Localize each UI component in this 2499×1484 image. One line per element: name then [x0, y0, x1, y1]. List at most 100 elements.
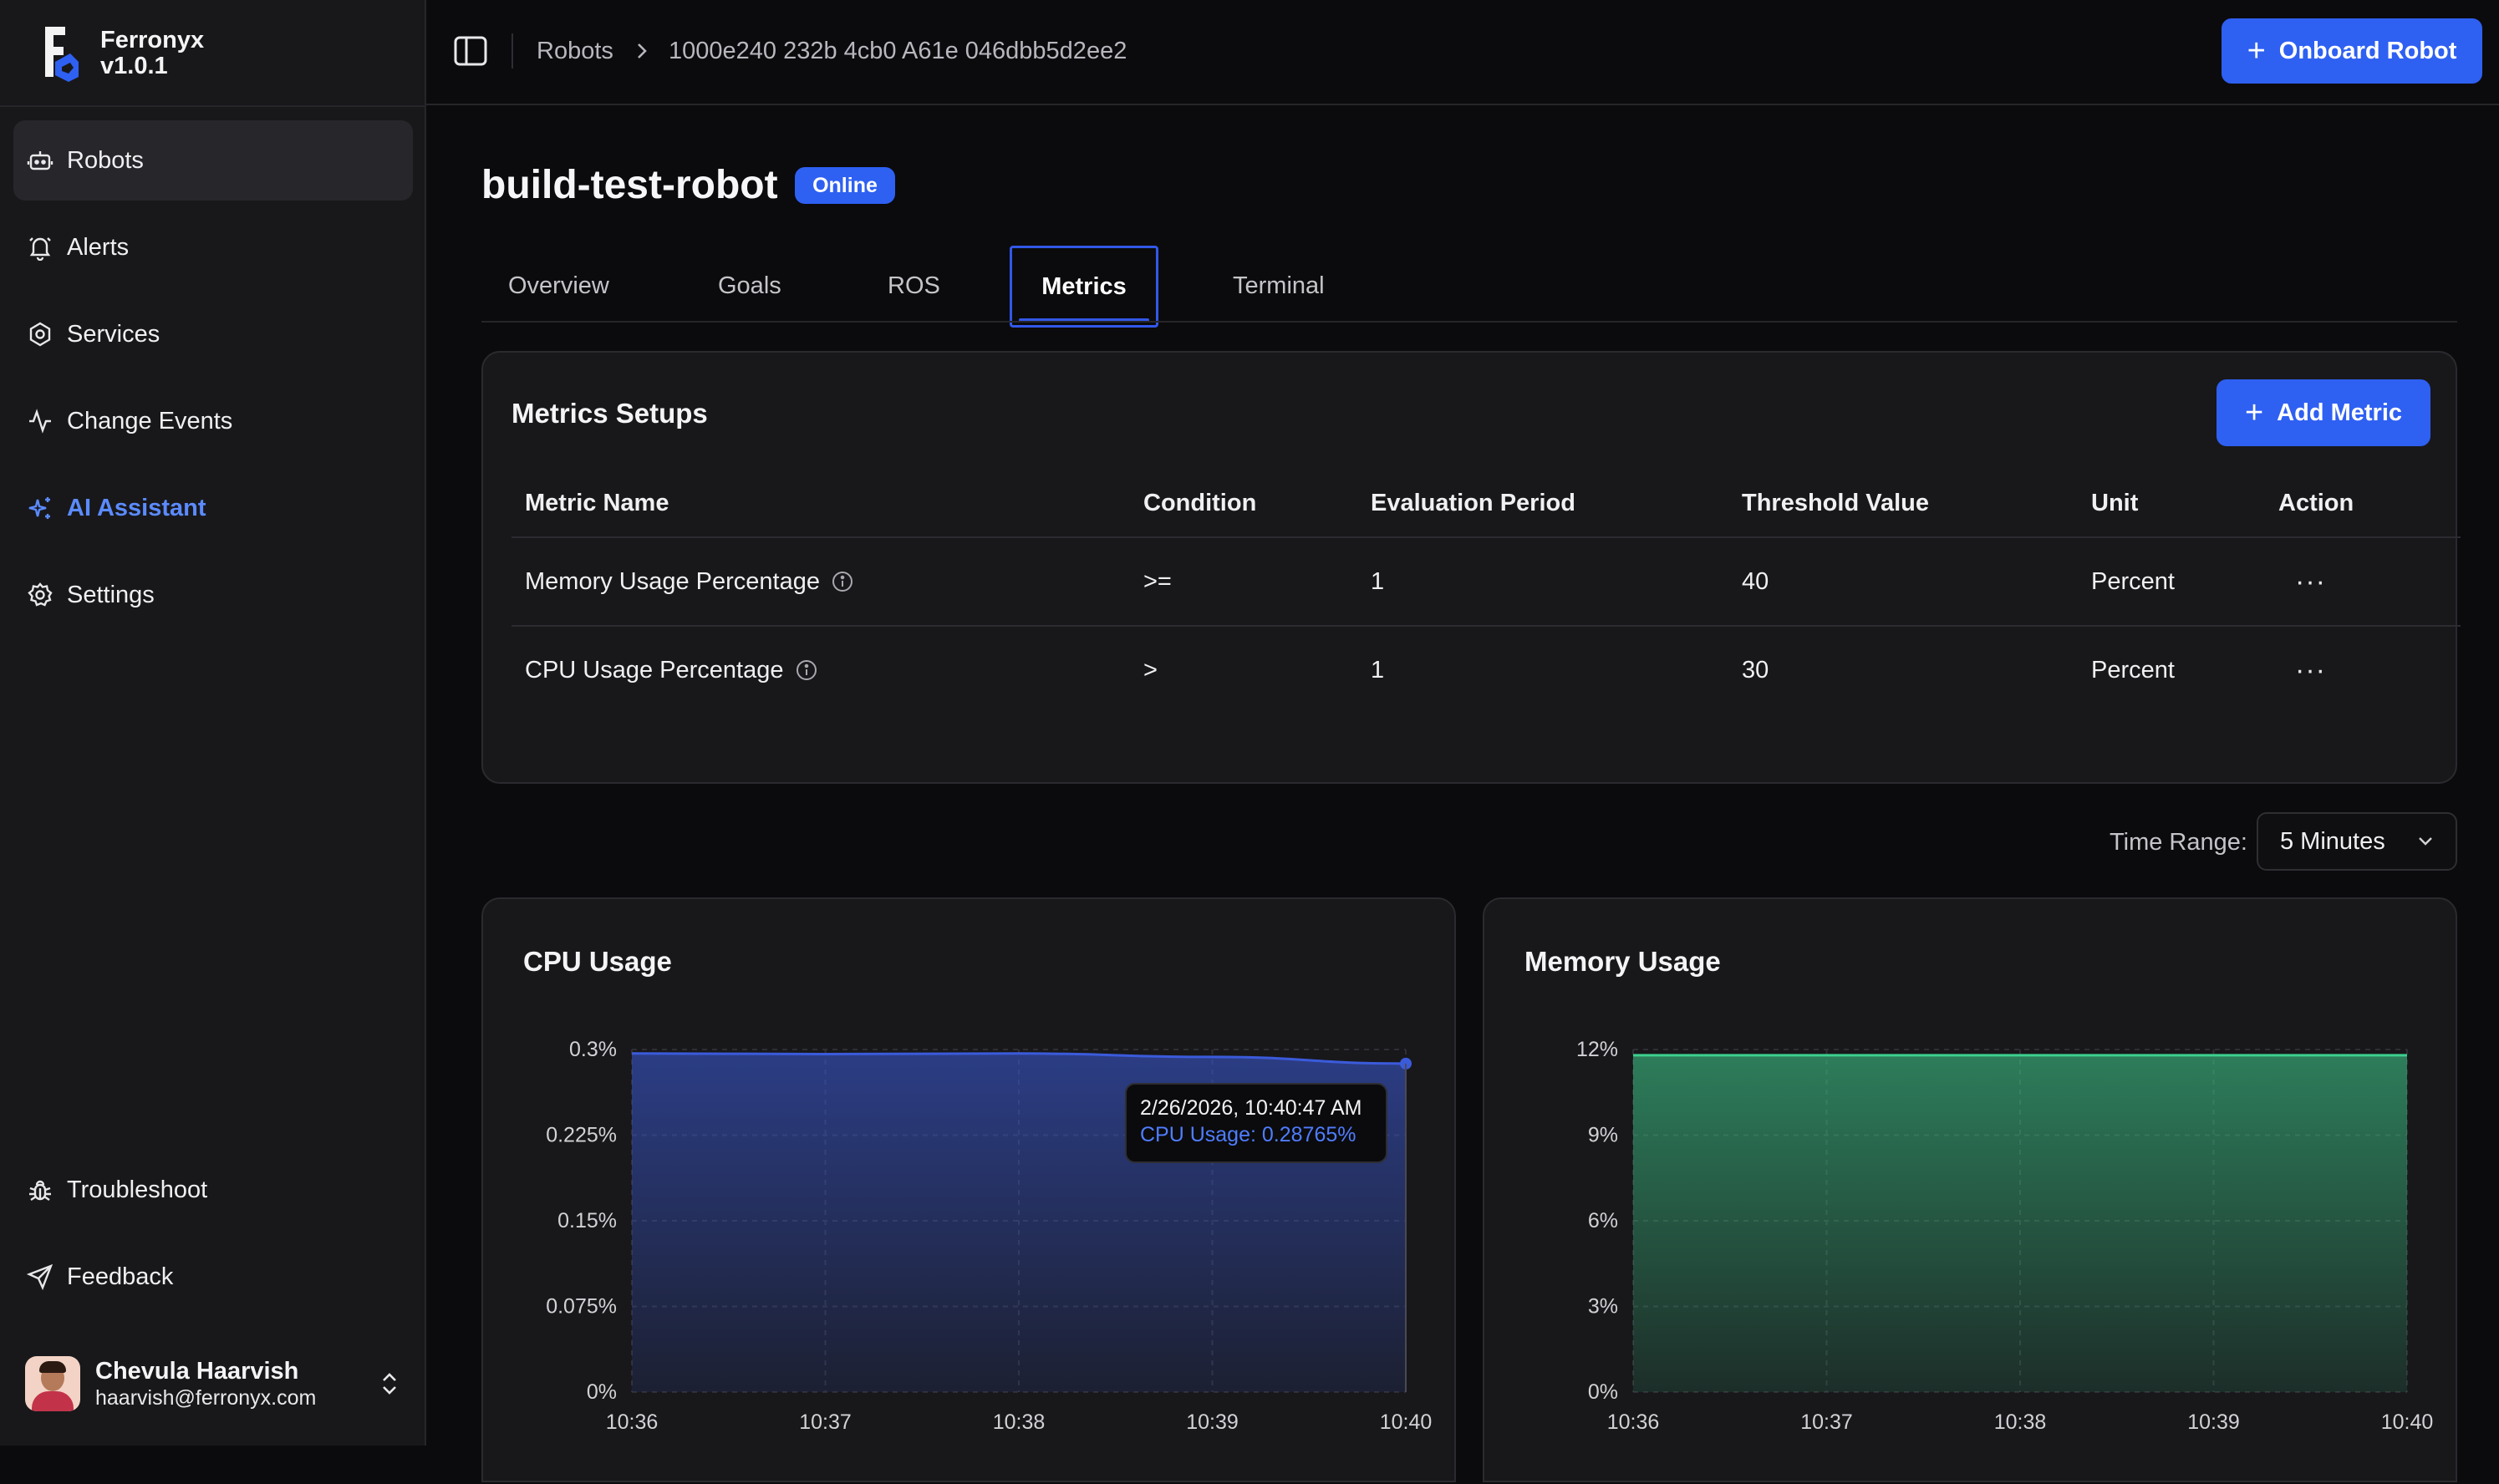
user-menu[interactable]: Chevula Haarvish haarvish@ferronyx.com: [25, 1355, 410, 1412]
send-icon: [27, 1263, 53, 1290]
brand[interactable]: Ferronyx v1.0.1: [37, 23, 204, 84]
sidebar-item-label: Change Events: [67, 407, 233, 435]
chart-tooltip: 2/26/2026, 10:40:47 AM CPU Usage: 0.2876…: [1125, 1083, 1387, 1163]
sidebar-toggle-icon[interactable]: [453, 33, 488, 69]
column-header: Metric Name: [512, 470, 1130, 538]
memory-chart-title: Memory Usage: [1524, 946, 1721, 977]
cpu-usage-card: CPU Usage 0.3% 0.225% 0.15% 0.075% 0% 10:36 10…: [481, 897, 1456, 1482]
sidebar-item-feedback[interactable]: Feedback: [13, 1237, 413, 1317]
table-row: Memory Usage Percentage >= 1 40 Percent …: [512, 537, 2461, 627]
sidebar-item-change-events[interactable]: Change Events: [13, 381, 413, 461]
more-options-icon[interactable]: ···: [2295, 653, 2326, 686]
sidebar-item-label: Alerts: [67, 233, 130, 261]
breadcrumb-robots[interactable]: Robots: [537, 38, 613, 64]
add-metric-button[interactable]: + Add Metric: [2217, 379, 2430, 446]
add-metric-label: Add Metric: [2277, 399, 2403, 426]
condition-cell: >=: [1130, 537, 1357, 627]
tab-metrics-label: Metrics: [1041, 273, 1127, 300]
metric-name: Memory Usage Percentage: [525, 567, 820, 595]
sidebar-item-robots[interactable]: Robots: [13, 120, 413, 201]
sidebar: Ferronyx v1.0.1 Robots Alerts Services C…: [0, 0, 426, 1446]
app-version: v1.0.1: [100, 53, 168, 79]
series-area: [1633, 1055, 2407, 1392]
period-cell: 1: [1357, 537, 1728, 627]
metrics-setup-card: Metrics Setups + Add Metric Metric Name …: [481, 351, 2461, 784]
sidebar-item-label: AI Assistant: [67, 494, 206, 521]
threshold-cell: 40: [1728, 537, 2078, 627]
chevron-down-icon: [2419, 837, 2432, 846]
sidebar-item-troubleshoot[interactable]: Troubleshoot: [13, 1150, 413, 1230]
sidebar-item-label: Robots: [67, 146, 144, 174]
table-header-row: Metric Name Condition Evaluation Period …: [512, 470, 2461, 538]
tooltip-time: 2/26/2026, 10:40:47 AM: [1140, 1096, 1362, 1120]
onboard-robot-button[interactable]: + Onboard Robot: [2222, 18, 2482, 84]
bug-icon: [27, 1177, 53, 1203]
tooltip-value: CPU Usage: 0.28765%: [1140, 1123, 1356, 1146]
table-row: CPU Usage Percentage > 1 30 Percent ···: [512, 626, 2461, 714]
period-cell: 1: [1371, 656, 1385, 684]
y-tick-label: 12%: [1576, 1038, 1618, 1061]
y-tick-label: 0.225%: [546, 1124, 617, 1147]
sidebar-item-alerts[interactable]: Alerts: [13, 207, 413, 287]
metrics-setup-title: Metrics Setups: [512, 398, 708, 429]
metric-name-cell: CPU Usage Percentage: [512, 626, 1130, 714]
column-header: Threshold Value: [1728, 470, 2078, 538]
user-name: Chevula Haarvish: [95, 1358, 299, 1385]
column-header: Unit: [2078, 470, 2265, 538]
y-tick-label: 0%: [587, 1380, 617, 1404]
action-cell: ···: [2265, 537, 2461, 627]
y-tick-label: 0.15%: [557, 1209, 617, 1232]
activity-icon: [27, 408, 53, 435]
tab-overview[interactable]: Overview: [508, 272, 609, 299]
divider: [512, 33, 513, 69]
avatar: [25, 1356, 80, 1411]
tab-goals[interactable]: Goals: [718, 272, 781, 299]
onboard-robot-label: Onboard Robot: [2278, 37, 2457, 64]
x-tick-label: 10:38: [1994, 1410, 2047, 1434]
chevron-up-down-icon[interactable]: [378, 1370, 401, 1397]
chevron-right-icon: [638, 43, 647, 58]
metric-name-cell: Memory Usage Percentage: [512, 537, 1130, 627]
time-range-value: 5 Minutes: [2280, 827, 2385, 855]
unit-cell: Percent: [2091, 656, 2175, 684]
tab-terminal[interactable]: Terminal: [1233, 272, 1325, 299]
tab-metrics[interactable]: Metrics: [1010, 246, 1158, 328]
sidebar-item-label: Services: [67, 320, 160, 348]
sidebar-divider: [0, 105, 425, 107]
info-icon[interactable]: [796, 659, 817, 681]
y-tick-label: 6%: [1588, 1209, 1618, 1232]
x-tick-label: 10:40: [2381, 1410, 2434, 1434]
memory-usage-card: Memory Usage 12% 9% 6% 3% 0% 10:36 10:37 10:38 1…: [1483, 897, 2457, 1482]
brand-text: Ferronyx v1.0.1: [100, 28, 204, 79]
metric-name: CPU Usage Percentage: [525, 656, 784, 684]
sidebar-item-ai-assistant[interactable]: AI Assistant: [13, 468, 413, 548]
sidebar-item-label: Feedback: [67, 1263, 174, 1290]
user-email: haarvish@ferronyx.com: [95, 1386, 317, 1410]
sidebar-item-settings[interactable]: Settings: [13, 555, 413, 635]
tab-ros[interactable]: ROS: [888, 272, 940, 299]
more-options-icon[interactable]: ···: [2295, 565, 2326, 597]
threshold-cell: 30: [1742, 656, 1769, 684]
plus-icon: +: [2244, 395, 2264, 430]
cpu-chart-title: CPU Usage: [523, 946, 672, 977]
x-tick-label: 10:39: [1186, 1410, 1239, 1434]
page-title: build-test-robot: [481, 163, 778, 207]
unit-cell: Percent: [2078, 537, 2265, 627]
x-tick-label: 10:39: [2187, 1410, 2240, 1434]
condition-cell: >: [1143, 656, 1158, 684]
sidebar-item-label: Settings: [67, 581, 155, 608]
sidebar-item-services[interactable]: Services: [13, 294, 413, 374]
column-header: Action: [2265, 470, 2461, 538]
x-tick-label: 10:38: [993, 1410, 1046, 1434]
tabs-divider: [481, 321, 2457, 323]
y-tick-label: 0%: [1588, 1380, 1618, 1404]
status-badge: Online: [795, 167, 895, 204]
info-icon[interactable]: [832, 571, 853, 592]
robot-icon: [27, 147, 53, 174]
breadcrumb-robot-id: 1000e240 232b 4cb0 A61e 046dbb5d2ee2: [669, 38, 1127, 64]
time-range-select[interactable]: 5 Minutes: [2257, 812, 2457, 871]
x-tick-label: 10:37: [1800, 1410, 1853, 1434]
y-tick-label: 0.3%: [569, 1038, 617, 1061]
gear-icon: [27, 582, 53, 608]
x-tick-label: 10:37: [799, 1410, 852, 1434]
